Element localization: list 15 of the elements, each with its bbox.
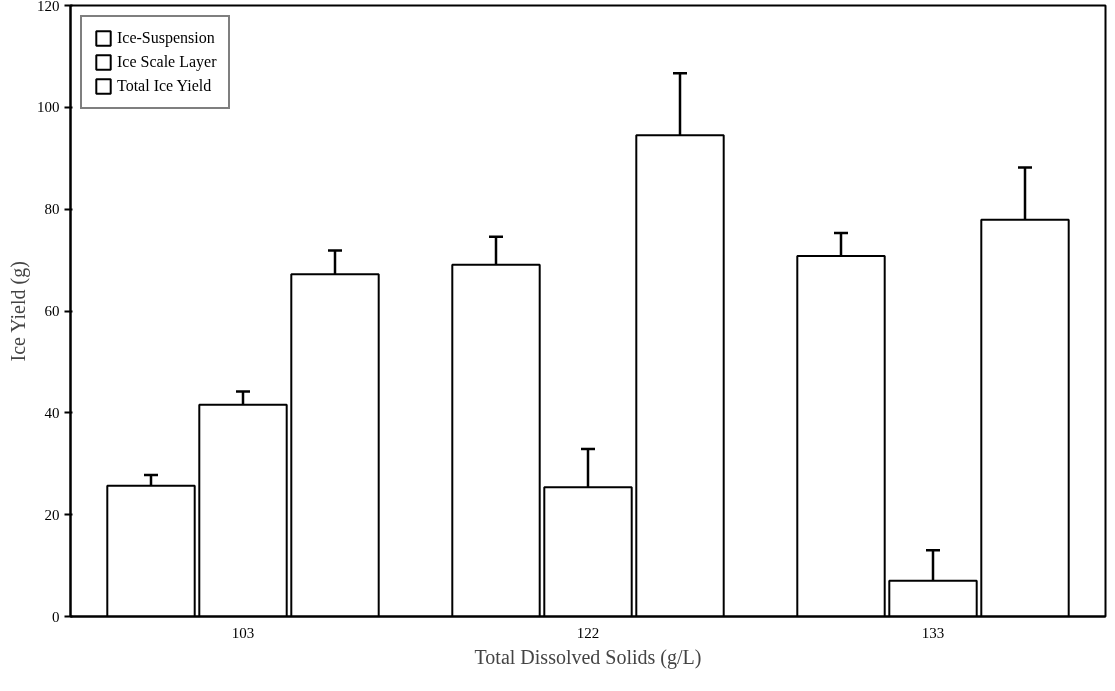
legend-label: Ice Scale Layer (117, 53, 217, 71)
x-tick-label: 133 (921, 624, 945, 641)
y-tick-label: 120 (37, 0, 60, 14)
x-tick-label: 103 (231, 624, 255, 641)
y-tick-label: 0 (52, 608, 60, 625)
y-axis-title: Ice Yield (g) (7, 261, 30, 362)
legend-label: Total Ice Yield (117, 77, 212, 95)
y-tick-label: 100 (37, 99, 60, 116)
legend-label: Ice-Suspension (117, 29, 215, 47)
x-tick-label: 122 (576, 624, 600, 641)
y-tick-label: 20 (44, 506, 60, 523)
y-tick-label: 60 (44, 303, 60, 319)
x-axis-title: Total Dissolved Solids (g/L) (474, 645, 702, 669)
y-tick-label: 80 (44, 201, 60, 218)
y-tick-label: 40 (44, 404, 60, 421)
